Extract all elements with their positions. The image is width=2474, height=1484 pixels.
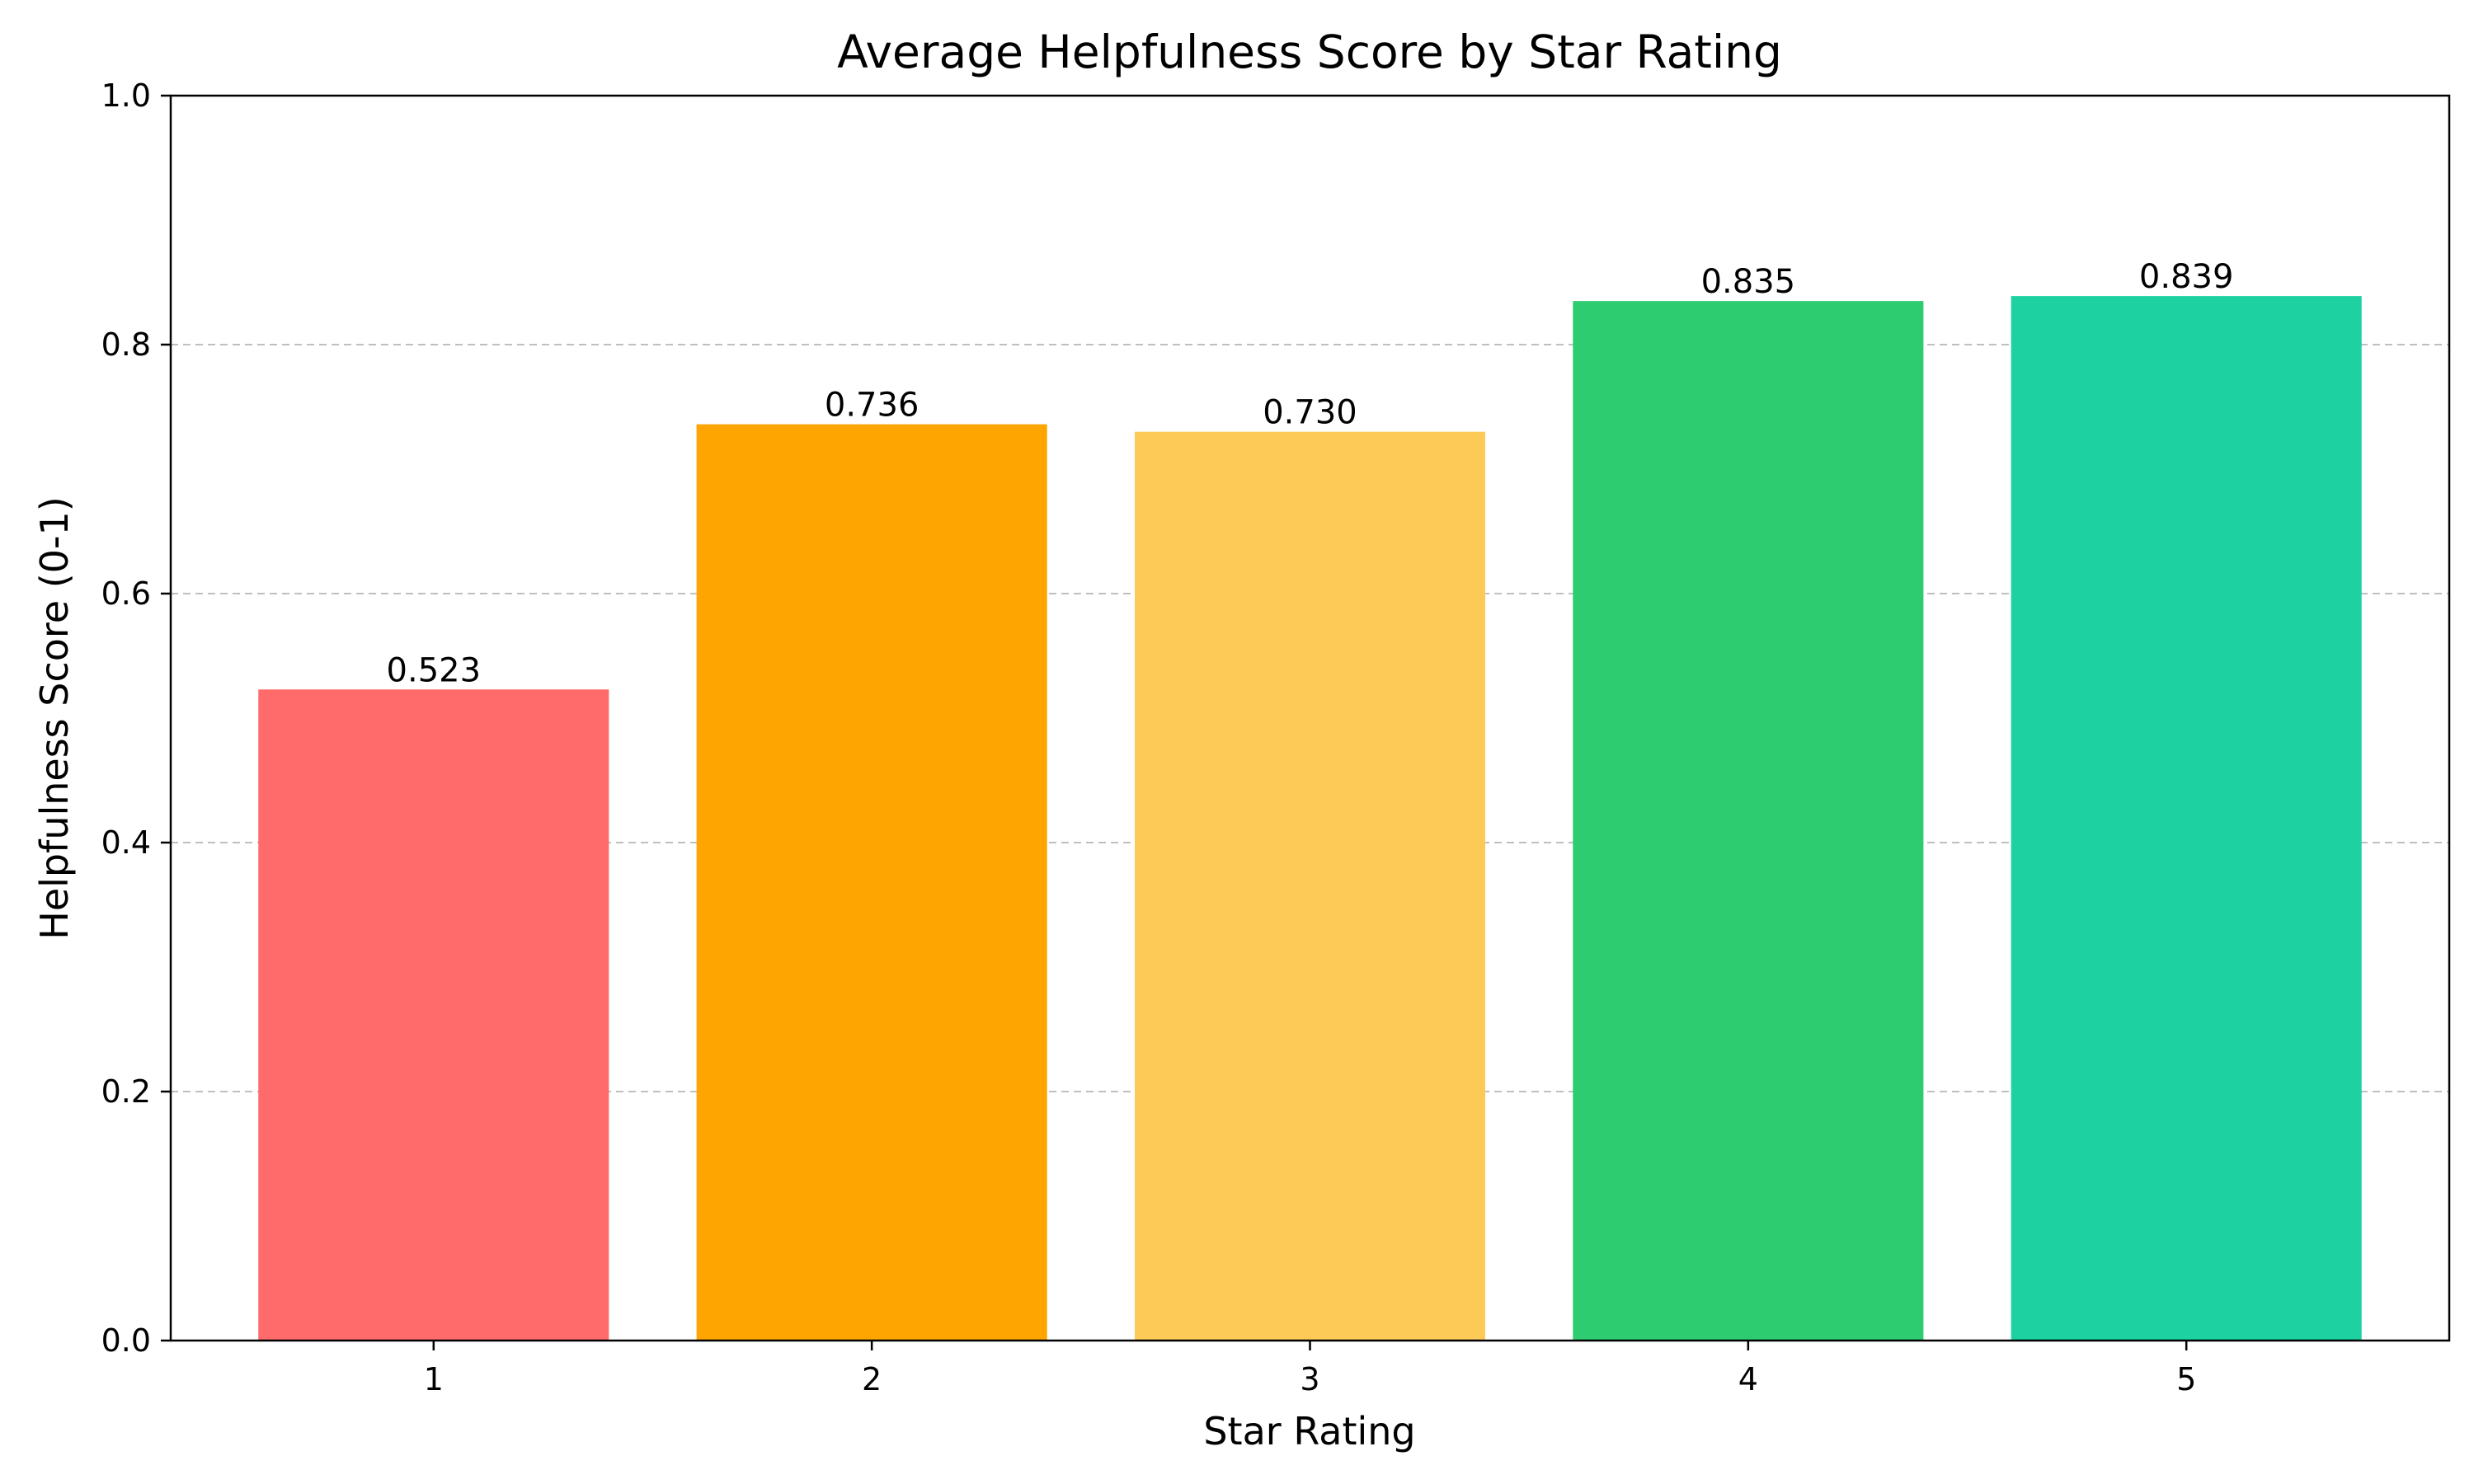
y-tick-label-0.4: 0.4 <box>101 824 151 861</box>
x-tick-label-2: 2 <box>862 1361 882 1397</box>
x-tick-label-4: 4 <box>1738 1361 1758 1397</box>
value-label-2: 0.736 <box>825 387 920 425</box>
value-label-5: 0.839 <box>2139 258 2234 296</box>
y-tick-label-0.6: 0.6 <box>101 575 151 612</box>
y-axis-label: Helpfulness Score (0-1) <box>32 496 77 940</box>
x-tick-label-1: 1 <box>424 1361 444 1397</box>
value-label-4: 0.835 <box>1701 263 1796 301</box>
y-tick-label-0.0: 0.0 <box>101 1322 151 1359</box>
x-tick-label-5: 5 <box>2176 1361 2196 1397</box>
value-labels: 0.523 0.736 0.730 0.835 0.839 <box>387 258 2234 689</box>
y-axis: 0.0 0.2 0.4 0.6 0.8 1.0 <box>101 77 171 1359</box>
value-label-3: 0.730 <box>1263 394 1357 432</box>
chart-title: Average Helpfulness Score by Star Rating <box>837 26 1782 78</box>
x-axis: 1 2 3 4 5 <box>424 1341 2196 1397</box>
bar-5 <box>2011 296 2362 1341</box>
bar-2 <box>696 424 1047 1341</box>
bar-4 <box>1573 301 1924 1341</box>
y-tick-label-0.2: 0.2 <box>101 1073 151 1110</box>
bars <box>258 296 2362 1341</box>
x-tick-label-3: 3 <box>1300 1361 1319 1397</box>
x-axis-label: Star Rating <box>1203 1409 1415 1453</box>
value-label-1: 0.523 <box>387 651 482 689</box>
y-tick-label-1.0: 1.0 <box>101 77 151 114</box>
y-tick-label-0.8: 0.8 <box>101 326 151 363</box>
bar-1 <box>258 689 609 1341</box>
bar-3 <box>1134 431 1486 1341</box>
